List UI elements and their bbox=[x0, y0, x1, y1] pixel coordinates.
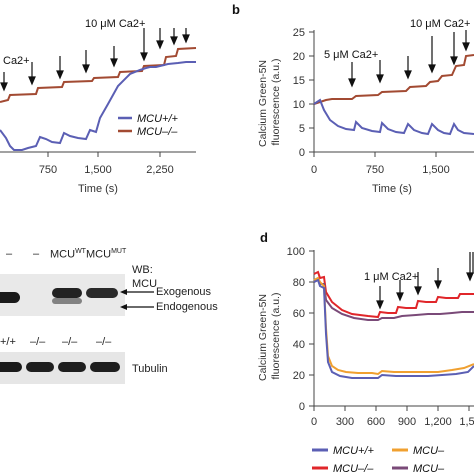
panel-a-xlabel: Time (s) bbox=[78, 183, 118, 195]
panel-d-xtick: 1,5 bbox=[459, 416, 474, 428]
panel-a-annotation-ca: Ca2+ bbox=[3, 55, 30, 67]
panel-a-arrows bbox=[0, 28, 190, 92]
panel-a-xtick: 1,500 bbox=[84, 164, 112, 176]
panel-c-blot: – – MCUWT MCUMUT WB: MCU Exogenous Endog… bbox=[0, 236, 240, 416]
panel-b-arrows bbox=[348, 30, 470, 88]
legend-label: MCU–/– bbox=[137, 126, 178, 138]
lane-label: – bbox=[33, 248, 40, 260]
panel-d-xtick: 0 bbox=[311, 416, 317, 428]
panel-b-trace-mcu-wt bbox=[313, 98, 474, 136]
panel-d-letter: d bbox=[260, 230, 268, 245]
panel-d-trace-blue bbox=[313, 278, 474, 379]
band bbox=[52, 288, 82, 298]
panel-b-xtick: 750 bbox=[366, 164, 384, 176]
panel-d-ytick: 60 bbox=[293, 308, 305, 320]
band-label-exogenous: Exogenous bbox=[156, 286, 212, 298]
panel-d-legend: MCU+/+ MCU– MCU–/– MCU– bbox=[312, 445, 445, 474]
band bbox=[0, 292, 20, 303]
panel-b-annotation-10um: 10 μM Ca2+ bbox=[410, 18, 470, 30]
panel-b-chart: b Calcium Green-5N fluorescence (a.u.) 0… bbox=[232, 2, 474, 195]
panel-d-xtick: 600 bbox=[367, 416, 385, 428]
genotype-label: +/+ bbox=[0, 336, 16, 348]
panel-a-trace-mcu-ko bbox=[0, 47, 197, 103]
band bbox=[90, 362, 120, 372]
band bbox=[52, 298, 82, 304]
lane-label: MCUWT bbox=[50, 248, 86, 261]
panel-d-arrows bbox=[376, 252, 474, 310]
panel-b-xtick: 1,500 bbox=[422, 164, 450, 176]
panel-d-xtick: 1,200 bbox=[424, 416, 452, 428]
genotype-row: +/+ –/– –/– –/– bbox=[0, 336, 130, 350]
band-arrows bbox=[120, 289, 154, 310]
legend-label: MCU– bbox=[413, 463, 445, 474]
panel-a-trace-mcu-wt bbox=[0, 61, 196, 151]
panel-a-chart: 750 1,500 2,250 Time (s) 10 μM Ca2+ Ca2+… bbox=[0, 18, 197, 195]
panel-d-chart: d Calcium Green-5N fluorescence (a.u.) 0… bbox=[257, 230, 474, 474]
panel-a-legend: MCU+/+ MCU–/– bbox=[118, 113, 179, 138]
tubulin-blot-strip bbox=[0, 352, 125, 384]
panel-b-axes bbox=[309, 30, 474, 157]
band bbox=[86, 288, 118, 298]
panel-d-ytick: 40 bbox=[293, 339, 305, 351]
panel-b-letter: b bbox=[232, 2, 240, 17]
panel-a-xtick: 750 bbox=[39, 164, 57, 176]
lane-label: MCUMUT bbox=[86, 248, 127, 261]
legend-label: MCU+/+ bbox=[333, 445, 375, 457]
band-label-endogenous: Endogenous bbox=[156, 301, 218, 313]
band bbox=[26, 362, 54, 372]
legend-label: MCU– bbox=[413, 445, 445, 457]
panel-d-ytick: 100 bbox=[287, 246, 305, 258]
genotype-label: –/– bbox=[96, 336, 112, 348]
panel-b-ytick: 5 bbox=[299, 123, 305, 135]
panel-b-trace-mcu-ko bbox=[313, 54, 474, 105]
panel-b-annotation-5um: 5 μM Ca2+ bbox=[324, 49, 378, 61]
panel-d-annotation-1um: 1 μM Ca2+ bbox=[364, 271, 418, 283]
panel-b-xtick: 0 bbox=[311, 164, 317, 176]
legend-label: MCU+/+ bbox=[137, 113, 179, 125]
band bbox=[0, 362, 22, 372]
panel-d-ylabel: Calcium Green-5N fluorescence (a.u.) bbox=[257, 291, 282, 381]
panel-d-ytick: 80 bbox=[293, 277, 305, 289]
panel-d-xtick: 300 bbox=[336, 416, 354, 428]
panel-a-axes bbox=[0, 151, 196, 157]
panel-d-trace-purple bbox=[313, 278, 474, 321]
panel-b-ytick: 25 bbox=[293, 27, 305, 39]
lane-header: – – MCUWT MCUMUT bbox=[0, 248, 140, 262]
panel-b-ytick: 20 bbox=[293, 51, 305, 63]
tubulin-label: Tubulin bbox=[132, 363, 168, 375]
genotype-label: –/– bbox=[30, 336, 46, 348]
band bbox=[58, 362, 86, 372]
panel-b-ytick: 15 bbox=[293, 75, 305, 87]
panel-a-xtick: 2,250 bbox=[146, 164, 174, 176]
lane-label: – bbox=[6, 248, 13, 260]
wb-protein-label: MCU bbox=[132, 278, 158, 290]
panel-b-xlabel: Time (s) bbox=[372, 183, 412, 195]
panel-b-ylabel: Calcium Green-5N fluorescence (a.u.) bbox=[257, 57, 282, 147]
panel-d-trace-orange bbox=[313, 276, 474, 376]
panel-d-ytick: 0 bbox=[299, 401, 305, 413]
mcu-blot-strip bbox=[0, 274, 125, 316]
panel-d-xtick: 900 bbox=[398, 416, 416, 428]
panel-b-ytick: 0 bbox=[299, 147, 305, 159]
panel-d-ytick: 20 bbox=[293, 370, 305, 382]
panel-b-ytick: 10 bbox=[293, 99, 305, 111]
panel-a-annotation-10um: 10 μM Ca2+ bbox=[85, 18, 145, 30]
panel-d-axes bbox=[309, 250, 474, 411]
genotype-label: –/– bbox=[62, 336, 78, 348]
wb-label: WB: bbox=[132, 264, 153, 276]
legend-label: MCU–/– bbox=[333, 463, 374, 474]
